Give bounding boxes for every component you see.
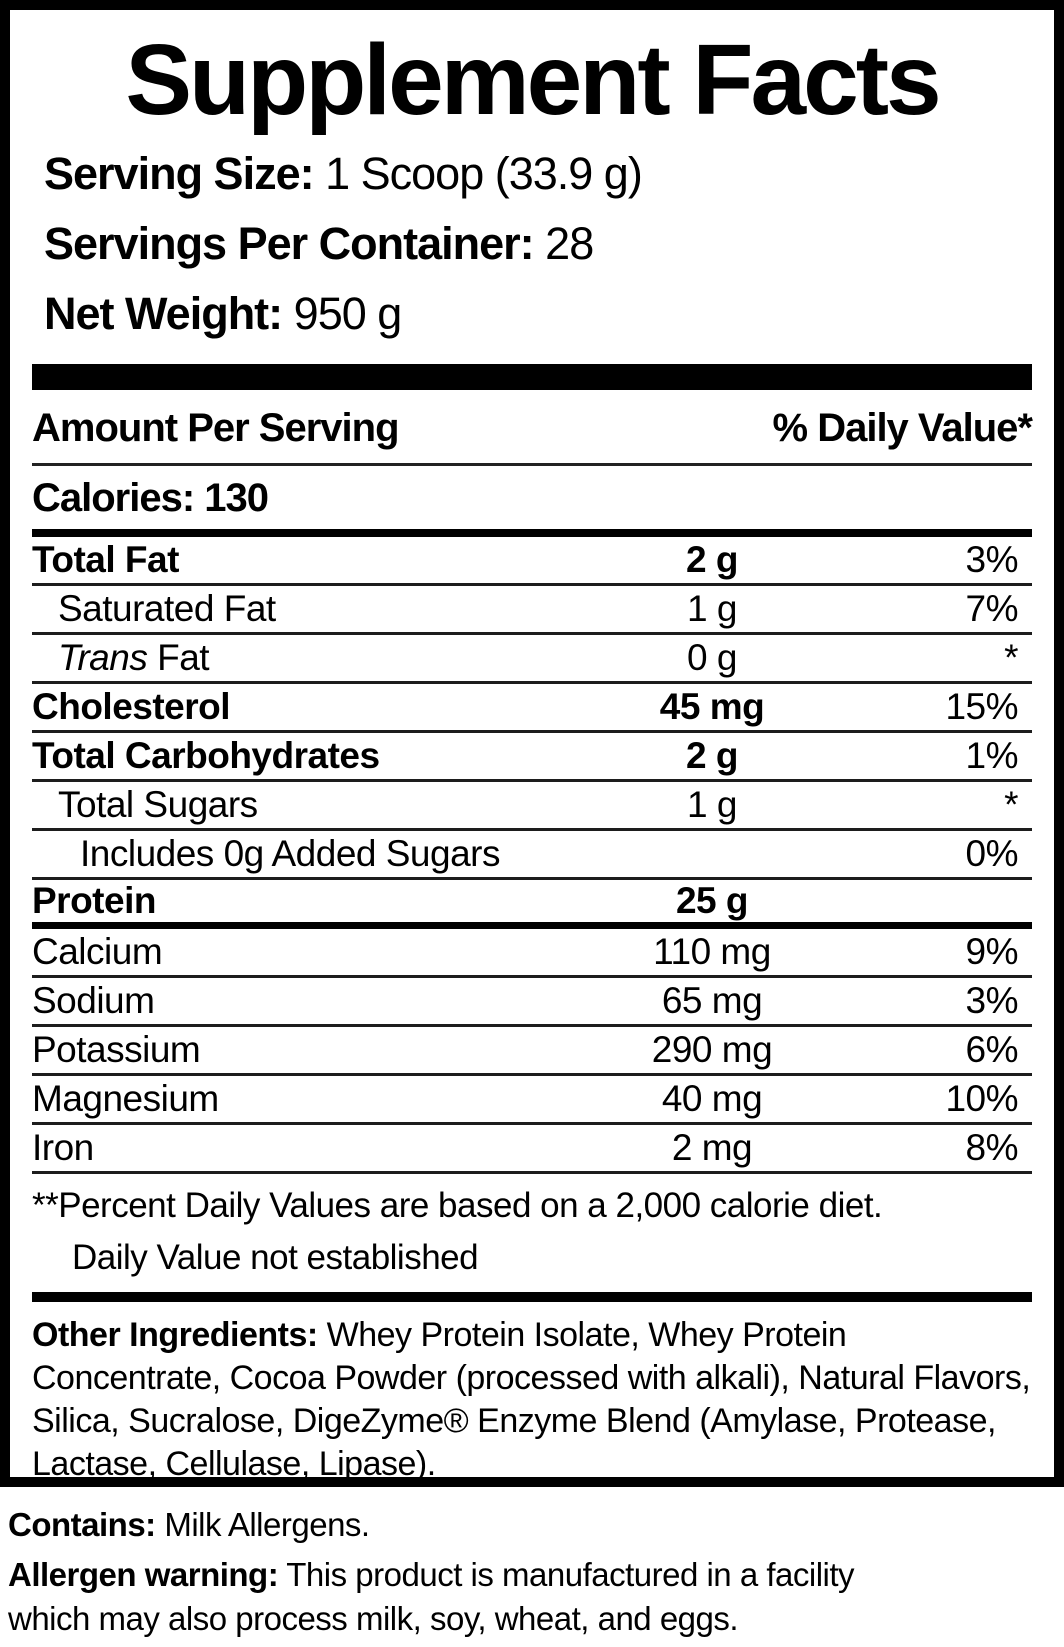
nutrient-amount: 0 g xyxy=(687,637,737,678)
nutrient-name: Cholesterol xyxy=(32,686,231,727)
nutrient-name: Calcium xyxy=(32,931,163,972)
nutrient-amount: 1 g xyxy=(687,588,737,629)
nutrient-name: Sodium xyxy=(32,980,155,1021)
table-row: Magnesium 40 mg 10% xyxy=(32,1076,1032,1125)
servings-per-container-value: 28 xyxy=(545,218,594,269)
nutrient-dv: 7% xyxy=(965,588,1019,629)
table-row: Saturated Fat 1 g 7% xyxy=(32,586,1032,635)
nutrient-name: Total Sugars xyxy=(58,784,258,825)
table-row: Potassium 290 mg 6% xyxy=(32,1027,1032,1076)
allergen-warning-text: This product is manufactured in a facili… xyxy=(8,1556,855,1637)
nutrient-amount: 110 mg xyxy=(653,931,771,972)
supplement-facts-panel: Supplement Facts Serving Size: 1 Scoop (… xyxy=(0,0,1064,1487)
table-row: Sodium 65 mg 3% xyxy=(32,978,1032,1027)
nutrient-dv: 1% xyxy=(965,735,1019,776)
nutrient-dv: 15% xyxy=(945,686,1018,727)
nutrient-name: Total Fat xyxy=(32,539,179,580)
serving-info: Serving Size: 1 Scoop (33.9 g) Servings … xyxy=(32,150,1032,338)
nutrient-name: Protein xyxy=(32,880,156,921)
nutrient-name: Total Carbohydrates xyxy=(32,735,380,776)
net-weight-line: Net Weight: 950 g xyxy=(44,290,1032,338)
serving-size-value: 1 Scoop (33.9 g) xyxy=(325,148,643,199)
footnote-not-established: Daily Value not established xyxy=(72,1238,479,1277)
nutrient-amount: 1 g xyxy=(687,784,737,825)
nutrient-amount: 45 mg xyxy=(659,686,765,727)
divider-bar-bottom xyxy=(32,1292,1032,1302)
allergen-warning-label: Allergen warning: xyxy=(8,1556,279,1593)
contains-text: Milk Allergens. xyxy=(155,1506,370,1543)
footnotes: **Percent Daily Values are based on a 2,… xyxy=(32,1174,1032,1292)
nutrient-amount: 290 mg xyxy=(651,1029,773,1070)
nutrient-dv: 0% xyxy=(965,833,1019,874)
nutrient-name: Magnesium xyxy=(32,1078,219,1119)
nutrient-dv: 9% xyxy=(965,931,1019,972)
nutrient-dv: 3% xyxy=(965,539,1019,580)
nutrient-name: Trans Fat xyxy=(58,637,210,678)
nutrient-amount: 2 g xyxy=(686,539,738,580)
net-weight-label: Net Weight: xyxy=(44,288,283,339)
table-header-row: Amount Per Serving % Daily Value* xyxy=(32,390,1033,466)
table-row: Cholesterol 45 mg 15% xyxy=(32,684,1032,733)
other-ingredients-text: Whey Protein Isolate, Whey Protein Conce… xyxy=(32,1316,1031,1483)
servings-per-container-label: Servings Per Container: xyxy=(44,218,535,269)
nutrient-name: Potassium xyxy=(32,1029,201,1070)
net-weight-value: 950 g xyxy=(293,288,403,339)
nutrient-amount: 65 mg xyxy=(661,980,763,1021)
daily-value-header: % Daily Value* xyxy=(772,406,1033,450)
serving-size-label: Serving Size: xyxy=(44,148,315,199)
other-ingredients: Other Ingredients: Whey Protein Isolate,… xyxy=(32,1302,1032,1483)
serving-size-line: Serving Size: 1 Scoop (33.9 g) xyxy=(44,150,1032,198)
calories-row: Calories: 130 xyxy=(32,466,1032,537)
nutrient-amount: 2 g xyxy=(686,735,738,776)
nutrient-table: Total Fat 2 g 3% Saturated Fat 1 g 7% Tr… xyxy=(32,537,1032,1174)
calories-label: Calories: xyxy=(32,476,195,520)
contains-label: Contains: xyxy=(8,1506,156,1543)
table-row: Total Fat 2 g 3% xyxy=(32,537,1032,586)
table-row: Total Sugars 1 g * xyxy=(32,782,1032,831)
nutrient-amount: 40 mg xyxy=(661,1078,763,1119)
other-ingredients-label: Other Ingredients: xyxy=(32,1316,318,1354)
panel-title: Supplement Facts xyxy=(125,24,941,136)
nutrient-dv: 8% xyxy=(965,1127,1019,1168)
table-row: Total Carbohydrates 2 g 1% xyxy=(32,733,1032,782)
amount-per-serving-header: Amount Per Serving xyxy=(32,406,400,450)
table-row: Includes 0g Added Sugars 0% xyxy=(32,831,1032,880)
nutrient-dv: * xyxy=(1004,784,1018,825)
nutrient-name: Saturated Fat xyxy=(58,588,276,629)
allergen-section: Contains: Milk Allergens. Allergen warni… xyxy=(0,1487,1064,1641)
nutrient-dv: 6% xyxy=(965,1029,1019,1070)
calories-value: 130 xyxy=(204,476,269,520)
table-row: Calcium 110 mg 9% xyxy=(32,929,1032,978)
table-row: Iron 2 mg 8% xyxy=(32,1125,1032,1174)
servings-per-container-line: Servings Per Container: 28 xyxy=(44,220,1032,268)
nutrient-dv: 3% xyxy=(965,980,1019,1021)
nutrient-name: Iron xyxy=(32,1127,94,1168)
nutrient-amount: 2 mg xyxy=(671,1127,753,1168)
allergen-warning-line: Allergen warning: This product is manufa… xyxy=(8,1553,923,1641)
nutrient-dv: 10% xyxy=(945,1078,1018,1119)
table-row: Trans Fat 0 g * xyxy=(32,635,1032,684)
nutrient-name: Includes 0g Added Sugars xyxy=(80,833,501,874)
nutrient-amount: 25 g xyxy=(675,880,749,921)
footnote-daily-values: **Percent Daily Values are based on a 2,… xyxy=(32,1186,883,1225)
table-row: Protein 25 g xyxy=(32,880,1032,929)
nutrient-dv: * xyxy=(1004,637,1018,678)
contains-line: Contains: Milk Allergens. xyxy=(8,1503,923,1547)
divider-bar-top xyxy=(32,364,1032,390)
